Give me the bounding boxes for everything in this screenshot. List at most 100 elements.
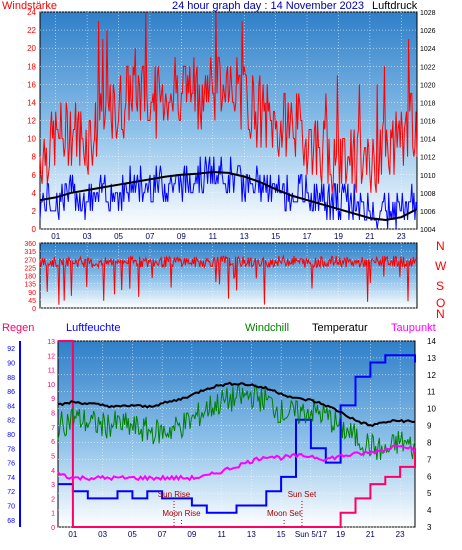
y-tick-label-left: 4 (32, 189, 37, 198)
humidity-tick-label: 80 (7, 432, 15, 439)
x-tick-label: 15 (277, 530, 286, 539)
temp-tick-label: 7 (427, 455, 432, 464)
y-tick-label-left: 14 (27, 98, 36, 107)
rain-tick-label: 10 (47, 382, 55, 389)
humidity-tick-label: 74 (7, 475, 15, 482)
wind-right-label: Luftdruck (372, 0, 418, 12)
wind-gust-line (39, 11, 418, 193)
y-tick-label-right: 1012 (420, 155, 436, 162)
x-tick-label: 11 (209, 232, 218, 241)
x-tick-label: 13 (247, 530, 256, 539)
rain-line (58, 340, 416, 528)
x-tick-label: 15 (271, 232, 280, 241)
direction-grid (40, 242, 417, 309)
y-tick-label-right: 1022 (420, 64, 436, 71)
y-tick-label-right: 1028 (420, 10, 436, 17)
compass-letters: N W S O N (435, 239, 447, 321)
x-tick-label: 01 (51, 232, 60, 241)
legend-taupunkt: Taupunkt (391, 322, 436, 334)
humidity-tick-label: 92 (7, 346, 15, 353)
y-tick-label-left: 20 (27, 44, 36, 53)
y-tick-label-left: 22 (27, 26, 36, 35)
temp-tick-label: 3 (427, 523, 432, 532)
temperature-line (57, 381, 416, 428)
x-tick-label: 09 (177, 232, 186, 241)
humidity-tick-label: 88 (7, 375, 15, 382)
direction-series (39, 254, 418, 305)
humidity-tick-label: 68 (7, 518, 15, 525)
temp-axes: 3456789101112131401234567891011121368707… (7, 337, 436, 539)
y-tick-label-right: 1014 (420, 137, 436, 144)
y-tick-label-right: 1018 (420, 100, 436, 107)
temp-panel: 3456789101112131401234567891011121368707… (2, 322, 436, 539)
y-tick-label: 90 (28, 290, 36, 297)
wind-direction-line (39, 254, 418, 305)
dewpoint-line (57, 444, 416, 482)
temp-tick-label: 14 (427, 337, 436, 346)
y-tick-label: 45 (28, 298, 36, 305)
x-tick-label: 21 (366, 530, 375, 539)
compass-letter: W (435, 259, 447, 273)
humidity-tick-label: 82 (7, 418, 15, 425)
y-tick-label-left: 16 (27, 80, 36, 89)
y-tick-label-right: 1004 (420, 227, 436, 234)
y-tick-label-left: 24 (27, 8, 36, 17)
y-tick-label: 315 (24, 249, 36, 256)
x-tick-label: Sun 5/17 (295, 530, 328, 539)
wind-left-label: Windstärke (2, 0, 57, 12)
temp-series (57, 340, 416, 528)
temp-tick-label: 6 (427, 472, 432, 481)
y-tick-label-left: 2 (32, 207, 37, 216)
humidity-tick-label: 78 (7, 446, 15, 453)
temp-tick-label: 11 (427, 388, 436, 397)
compass-letter: N (436, 307, 445, 321)
annotation-label: Sun Rise (158, 490, 191, 499)
compass-letter: O (436, 296, 445, 310)
y-tick-label-right: 1020 (420, 82, 436, 89)
rain-tick-label: 11 (48, 368, 55, 375)
temp-tick-label: 13 (427, 354, 436, 363)
temp-tick-label: 12 (427, 371, 436, 380)
y-tick-label-right: 1026 (420, 28, 436, 35)
y-tick-label-left: 8 (32, 153, 37, 162)
humidity-tick-label: 72 (7, 489, 15, 496)
x-tick-label: 07 (146, 232, 155, 241)
y-tick-label: 180 (24, 274, 36, 281)
temp-plot-area (57, 340, 416, 528)
y-tick-label: 225 (24, 265, 36, 272)
x-tick-label: 01 (68, 530, 77, 539)
x-tick-label: 17 (303, 232, 312, 241)
x-tick-label: 13 (240, 232, 249, 241)
y-tick-label-right: 1024 (420, 46, 436, 53)
compass-letter: S (436, 279, 444, 293)
rain-tick-label: 8 (51, 411, 55, 418)
legend-regen: Regen (2, 322, 34, 334)
x-tick-label: 21 (365, 232, 374, 241)
legend-windchill: Windchill (245, 322, 289, 334)
rain-tick-label: 6 (51, 439, 55, 446)
wind-chart-title: 24 hour graph day : 14 November 2023 (172, 0, 364, 12)
humidity-tick-label: 76 (7, 461, 15, 468)
wind-avg-line (39, 156, 418, 230)
y-tick-label: 270 (24, 257, 36, 264)
rain-tick-label: 5 (51, 453, 55, 460)
temp-tick-label: 4 (427, 506, 432, 515)
y-tick-label-left: 18 (27, 62, 36, 71)
legend-temperatur: Temperatur (312, 322, 368, 334)
rain-tick-label: 0 (51, 525, 55, 532)
y-tick-label-right: 1010 (420, 173, 436, 180)
temp-tick-label: 8 (427, 438, 432, 447)
x-tick-label: 03 (83, 232, 92, 241)
temp-annotations: Sun Rise Moon Rise Sun Set Moon Set (158, 490, 317, 527)
humidity-line (58, 354, 416, 514)
temp-tick-label: 5 (427, 489, 432, 498)
humidity-tick-label: 90 (7, 360, 15, 367)
annotation-label: Moon Set (267, 509, 302, 518)
humidity-tick-label: 84 (7, 403, 15, 410)
y-tick-label-left: 10 (27, 135, 36, 144)
y-tick-label-left: 0 (32, 225, 37, 234)
rain-tick-label: 3 (51, 482, 55, 489)
